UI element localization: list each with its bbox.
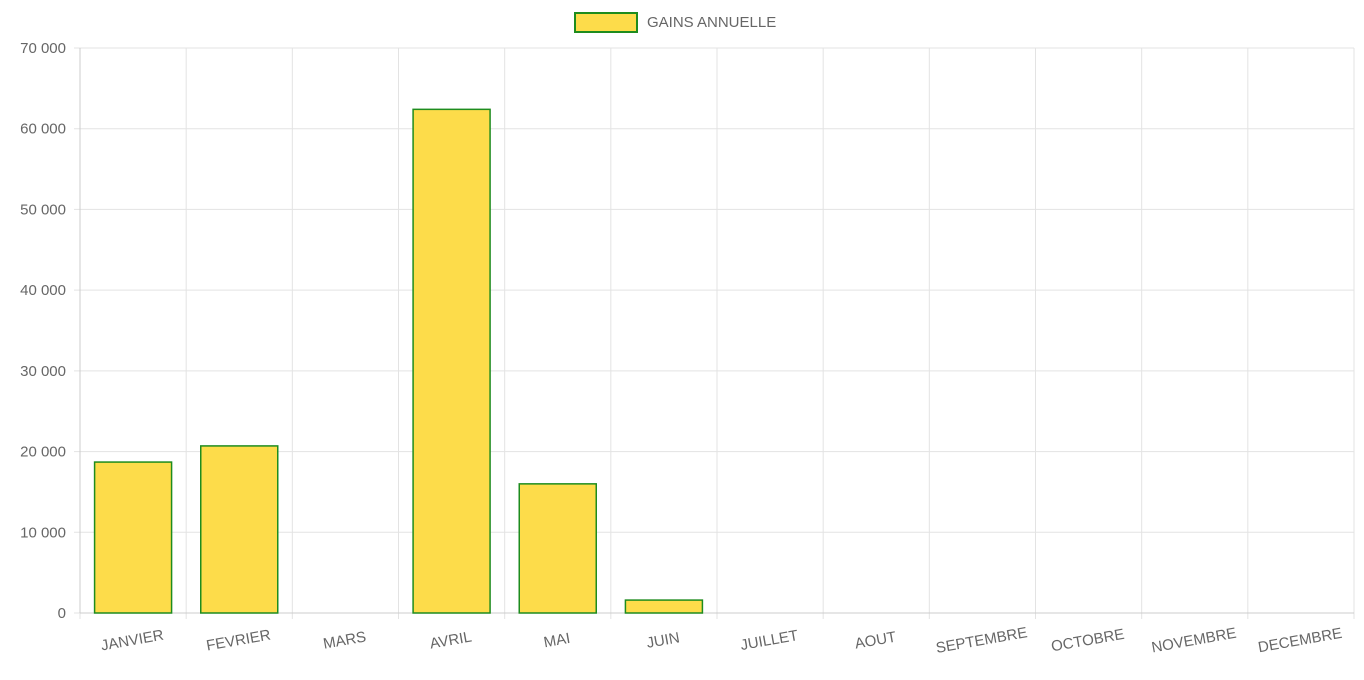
x-tick-label: OCTOBRE <box>1050 626 1126 656</box>
bar-fevrier[interactable] <box>200 445 279 614</box>
y-tick-label: 0 <box>58 605 66 622</box>
x-tick-label: NOVEMBRE <box>1150 625 1238 657</box>
grid-lines <box>74 47 1355 619</box>
y-tick-label: 50 000 <box>20 201 66 218</box>
legend-swatch[interactable] <box>574 12 638 33</box>
x-tick-label: SEPTEMBRE <box>935 624 1029 657</box>
x-tick-label: MAI <box>542 630 571 651</box>
x-tick-label: AOUT <box>853 629 897 653</box>
x-tick-label: JUIN <box>645 629 681 652</box>
y-tick-label: 30 000 <box>20 363 66 380</box>
y-tick-label: 60 000 <box>20 121 66 138</box>
bar-janvier[interactable] <box>93 461 173 614</box>
x-tick-label: JUILLET <box>739 627 799 654</box>
x-axis-ticks: JANVIER FEVRIER MARS AVRIL MAI JUIN JUILLET AOU… <box>100 624 1344 657</box>
legend-label[interactable]: GAINS ANNUELLE <box>647 14 776 31</box>
y-tick-label: 70 000 <box>20 40 66 57</box>
bar-juin[interactable] <box>624 599 704 614</box>
bar-mai[interactable] <box>518 483 597 614</box>
x-tick-label: FEVRIER <box>205 627 272 655</box>
y-tick-label: 20 000 <box>20 444 66 461</box>
x-tick-label: MARS <box>322 628 368 652</box>
bars <box>93 108 704 614</box>
x-tick-label: JANVIER <box>100 627 166 655</box>
legend[interactable]: GAINS ANNUELLE <box>574 12 776 33</box>
y-tick-label: 40 000 <box>20 282 66 299</box>
x-tick-label: DECEMBRE <box>1257 625 1344 657</box>
y-tick-label: 10 000 <box>20 524 66 541</box>
x-tick-label: AVRIL <box>429 629 474 653</box>
bar-avril[interactable] <box>412 108 491 614</box>
y-axis-ticks: 0 10 000 20 000 30 000 40 000 50 000 60 000 70 … <box>20 40 66 622</box>
